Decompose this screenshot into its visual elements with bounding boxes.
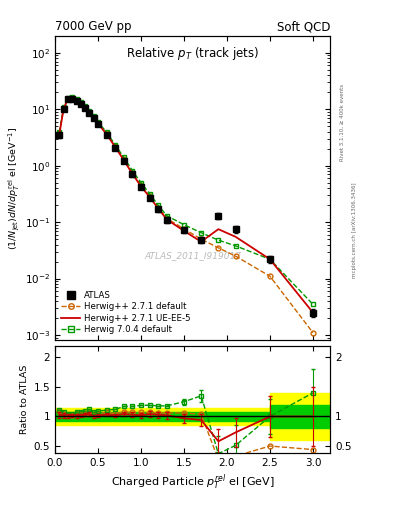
Bar: [55, 412, 330, 421]
Text: 7000 GeV pp: 7000 GeV pp: [55, 20, 132, 33]
X-axis label: Charged Particle $p_T^{rel}$ el [GeV]: Charged Particle $p_T^{rel}$ el [GeV]: [111, 472, 274, 492]
Text: Relative $p_T$ (track jets): Relative $p_T$ (track jets): [126, 45, 259, 62]
Text: Soft QCD: Soft QCD: [277, 20, 330, 33]
Text: mcplots.cern.ch [arXiv:1306.3436]: mcplots.cern.ch [arXiv:1306.3436]: [352, 183, 357, 278]
Text: ATLAS_2011_I919017: ATLAS_2011_I919017: [144, 251, 241, 260]
Legend: ATLAS, Herwig++ 2.7.1 default, Herwig++ 2.7.1 UE-EE-5, Herwig 7.0.4 default: ATLAS, Herwig++ 2.7.1 default, Herwig++ …: [59, 289, 193, 336]
Bar: [55, 408, 330, 425]
Y-axis label: Ratio to ATLAS: Ratio to ATLAS: [20, 365, 29, 434]
Text: Rivet 3.1.10, ≥ 400k events: Rivet 3.1.10, ≥ 400k events: [340, 84, 345, 161]
Y-axis label: $(1/N_\mathrm{jet})dN/dp_T^\mathrm{rel}$ el [GeV$^{-1}$]: $(1/N_\mathrm{jet})dN/dp_T^\mathrm{rel}$…: [6, 126, 20, 250]
